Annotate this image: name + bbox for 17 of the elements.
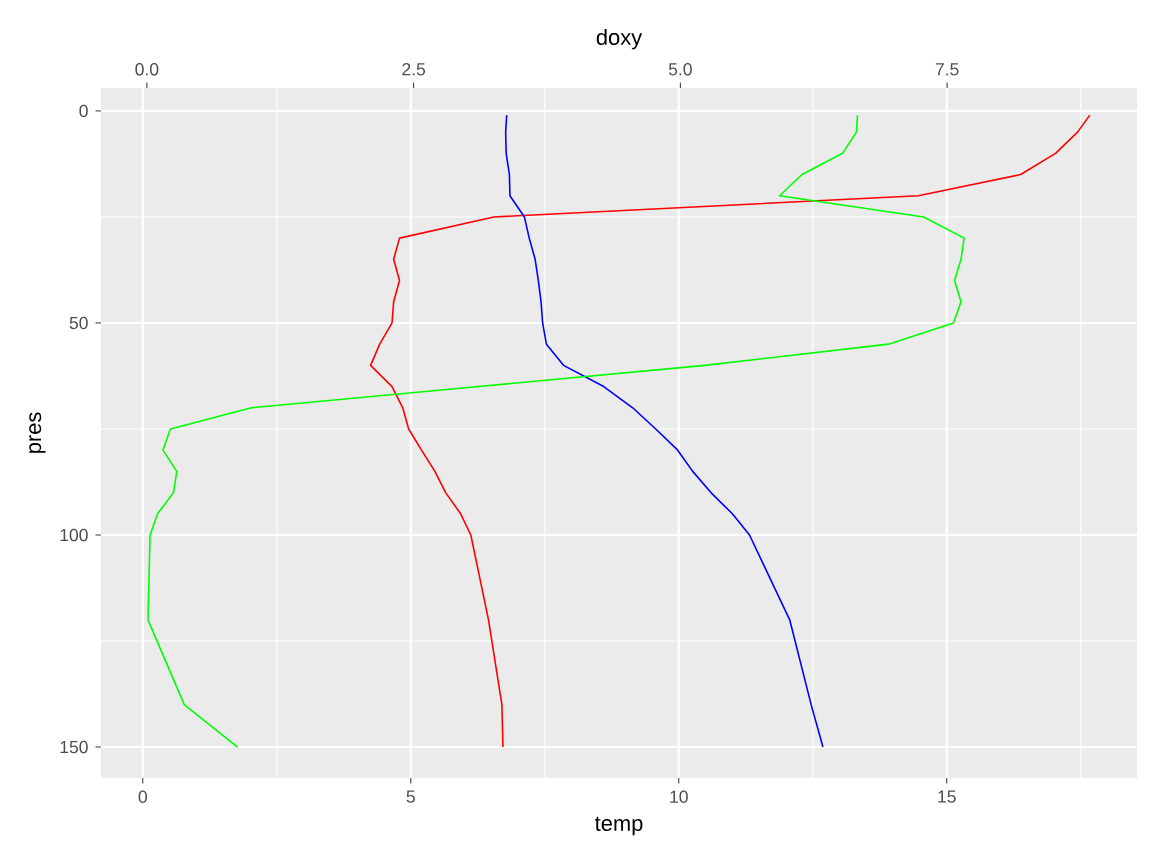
y-tick-label: 50 <box>69 316 88 330</box>
x2-tick-label: 2.5 <box>402 63 426 76</box>
y-tick-label: 150 <box>60 740 88 754</box>
line-series <box>504 114 824 748</box>
x2-tick-label: 5.0 <box>668 63 692 76</box>
x-axis-title: temp <box>594 816 643 836</box>
x-tick-label: 10 <box>670 790 688 803</box>
line-series <box>369 114 1091 748</box>
x-tick-label: 5 <box>406 790 415 803</box>
x-tick-label: 15 <box>938 790 956 803</box>
y-tick-label: 0 <box>79 104 88 118</box>
x-tick-label: 0 <box>138 790 147 803</box>
y-tick-label: 100 <box>60 528 88 542</box>
x2-tick-label: 0.0 <box>135 63 159 76</box>
x2-tick-label: 7.5 <box>935 63 959 76</box>
x2-axis-title: doxy <box>596 28 643 50</box>
y-axis-title: pres <box>29 412 46 453</box>
